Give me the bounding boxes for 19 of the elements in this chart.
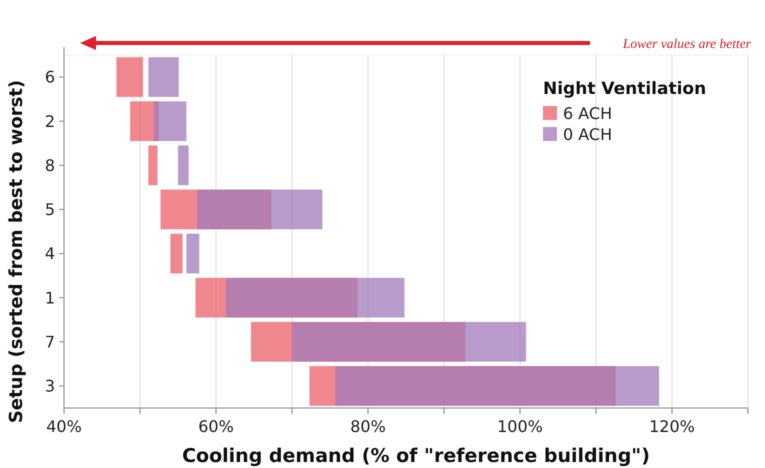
legend-title: Night Ventilation (543, 79, 706, 99)
y-tick-label: 5 (44, 200, 55, 220)
y-tick-label: 3 (44, 376, 55, 396)
y-tick-label: 6 (44, 68, 55, 87)
legend-label: 6 ACH (563, 104, 612, 123)
legend-label: 0 ACH (563, 125, 612, 144)
x-tick-label: 80% (350, 417, 386, 436)
x-axis-title: Cooling demand (% of "reference building") (182, 445, 650, 467)
y-axis-title: Setup (sorted from best to worst) (6, 80, 27, 424)
y-tick-label: 1 (44, 288, 55, 308)
text: Lower values are better (622, 36, 752, 51)
y-tick-label: 8 (44, 156, 55, 175)
x-tick-label: 100% (497, 417, 543, 436)
x-tick-label: 60% (198, 417, 234, 436)
y-tick-label: 2 (44, 112, 55, 131)
x-tick-label: 120% (649, 417, 695, 436)
y-tick-label: 4 (44, 244, 55, 264)
x-tick-label: 40% (46, 417, 82, 436)
y-tick-label: 7 (44, 332, 55, 352)
